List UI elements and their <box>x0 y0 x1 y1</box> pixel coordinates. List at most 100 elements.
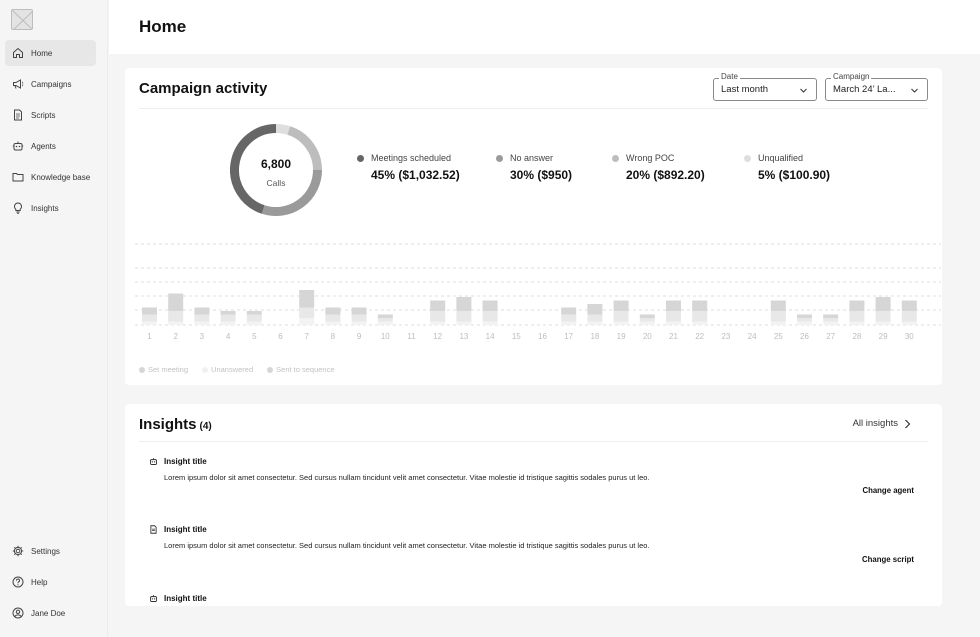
bar-segment <box>299 307 315 318</box>
stat-value: 45% ($1,032.52) <box>371 168 460 182</box>
bar-segment <box>377 318 393 322</box>
bar-segment <box>587 314 603 322</box>
bar-segment <box>770 300 786 311</box>
bar-segment <box>351 307 367 315</box>
bar-segment <box>377 314 393 318</box>
folder-icon <box>12 171 24 183</box>
campaign-filter-select[interactable]: Campaign March 24’ La... <box>825 72 928 101</box>
sidebar-item-agents[interactable]: Agents <box>5 133 96 159</box>
bar-segment <box>377 321 393 325</box>
sidebar-item-settings[interactable]: Settings <box>5 538 96 564</box>
bar-segment <box>561 321 577 325</box>
stat-value: 20% ($892.20) <box>626 168 705 182</box>
sidebar-item-scripts[interactable]: Scripts <box>5 102 96 128</box>
placeholder-image-icon[interactable] <box>11 9 33 30</box>
bar-segment <box>901 311 917 322</box>
bar-segment <box>220 314 236 322</box>
sidebar-item-campaigns[interactable]: Campaigns <box>5 71 96 97</box>
bar-segment <box>797 321 812 325</box>
stat-wrong-poc: Wrong POC 20% ($892.20) <box>612 153 705 182</box>
bar-segment <box>430 300 446 311</box>
x-tick-label: 15 <box>512 332 521 341</box>
megaphone-icon <box>12 78 24 90</box>
chevron-down-icon <box>800 88 807 93</box>
page-title: Home <box>139 17 187 36</box>
x-tick-label: 17 <box>564 332 573 341</box>
x-tick-label: 4 <box>226 332 231 341</box>
bar-segment <box>666 321 681 325</box>
legend-dot <box>496 154 503 162</box>
insight-title: Insight title <box>164 457 207 466</box>
legend-item-sent-to-sequence: Sent to sequence <box>267 365 335 374</box>
insight-item: Insight title <box>149 594 919 603</box>
change-script-button[interactable]: Change script <box>862 555 914 564</box>
stat-label: Wrong POC <box>626 153 675 163</box>
bar-segment <box>770 321 786 325</box>
bar-segment <box>194 321 210 325</box>
donut-segment <box>261 169 322 216</box>
sidebar-item-help[interactable]: Help <box>5 569 96 595</box>
bar-segment <box>666 311 681 322</box>
all-insights-link[interactable]: All insights <box>853 418 911 429</box>
bar-segment <box>246 311 262 315</box>
insights-title: Insights (4) <box>139 416 212 433</box>
sidebar-item-label: Agents <box>31 141 56 151</box>
change-agent-button[interactable]: Change agent <box>862 486 914 495</box>
x-tick-label: 27 <box>826 332 835 341</box>
x-tick-label: 24 <box>748 332 757 341</box>
x-tick-label: 10 <box>381 332 390 341</box>
bar-segment <box>142 307 157 315</box>
bar-segment <box>849 321 865 325</box>
bar-segment <box>142 314 157 322</box>
bar-segment <box>613 300 629 311</box>
bar-segment <box>430 311 446 322</box>
bar-segment <box>299 318 315 325</box>
page-header: Home <box>109 0 980 54</box>
bar-segment <box>901 300 917 311</box>
bar-segment <box>692 300 708 311</box>
insights-count: (4) <box>199 421 212 432</box>
legend-item-unanswered: Unanswered <box>202 365 253 374</box>
campaign-activity-card: Campaign activity Date Last month Campai… <box>125 68 942 385</box>
sidebar-item-knowledge-base[interactable]: Knowledge base <box>5 164 96 190</box>
bar-segment <box>613 321 629 325</box>
calls-donut-chart <box>230 124 322 216</box>
bar-segment <box>849 311 865 322</box>
x-tick-label: 21 <box>669 332 678 341</box>
stat-label: Unqualified <box>758 153 804 163</box>
x-tick-label: 6 <box>278 332 283 341</box>
bar-segment <box>351 314 367 322</box>
x-tick-label: 26 <box>800 332 809 341</box>
sidebar-item-label: Help <box>31 577 48 587</box>
bar-segment <box>246 314 262 322</box>
sidebar-item-label: Settings <box>31 546 60 556</box>
bar-segment <box>797 318 812 322</box>
insight-item: Insight title Lorem ipsum dolor sit amet… <box>149 525 919 564</box>
stat-label: No answer <box>510 153 554 163</box>
sidebar-item-profile[interactable]: Jane Doe <box>5 600 96 626</box>
bar-segment <box>220 321 236 325</box>
date-filter-value: Last month <box>721 84 768 95</box>
sidebar-item-insights[interactable]: Insights <box>5 195 96 221</box>
bar-segment <box>613 311 629 322</box>
sidebar-item-home[interactable]: Home <box>5 40 96 66</box>
x-tick-label: 3 <box>200 332 205 341</box>
bar-segment <box>587 321 603 325</box>
bar-segment <box>246 321 262 325</box>
legend-label: Set meeting <box>148 365 189 374</box>
bar-segment <box>142 321 157 325</box>
sidebar: Home Campaigns Scripts Agents Knowledge … <box>0 0 108 637</box>
gear-icon <box>12 545 24 557</box>
x-tick-label: 16 <box>538 332 547 341</box>
document-icon <box>150 525 157 534</box>
x-tick-label: 2 <box>173 332 178 341</box>
insight-title: Insight title <box>164 594 207 603</box>
bar-segment <box>168 311 184 322</box>
bar-segment <box>561 307 577 315</box>
x-tick-label: 14 <box>486 332 495 341</box>
donut-segment <box>275 124 291 135</box>
date-filter-select[interactable]: Date Last month <box>713 72 817 101</box>
bar-segment <box>587 304 603 315</box>
bar-segment <box>430 321 446 325</box>
all-insights-label: All insights <box>852 418 898 429</box>
